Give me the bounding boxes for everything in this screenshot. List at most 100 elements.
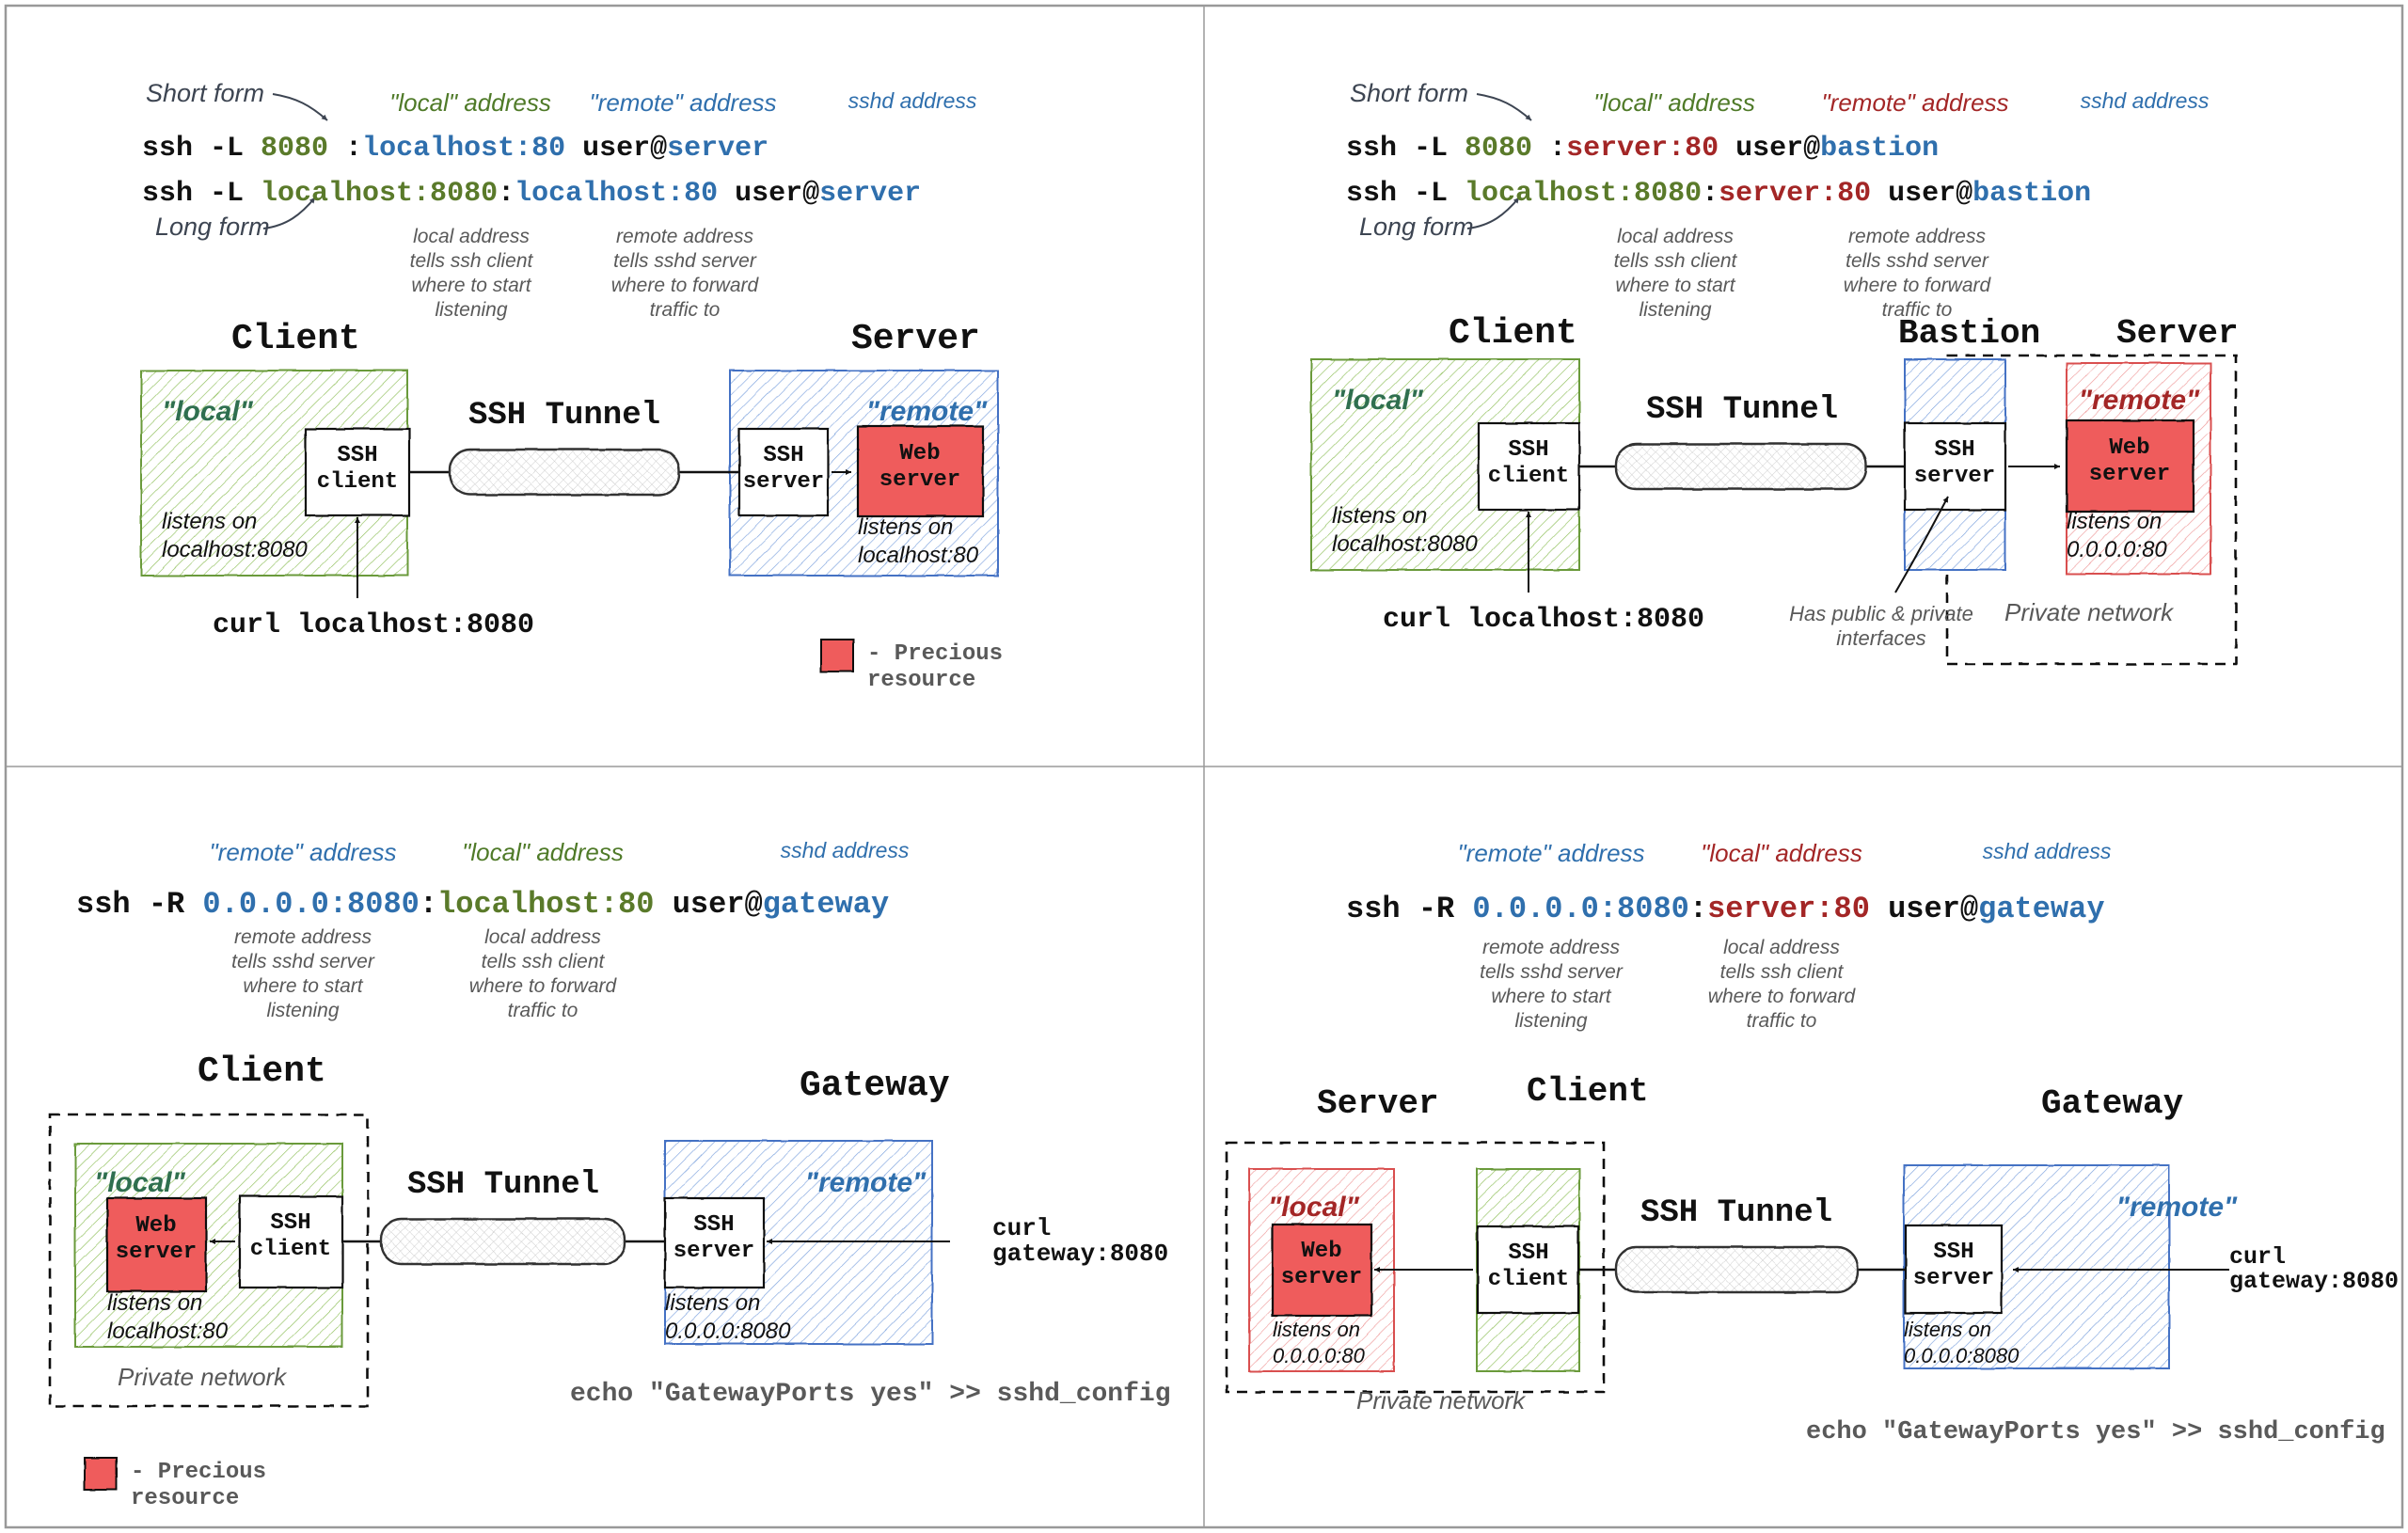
svg-text:ssh -R 0.0.0.0:8080:localhost:: ssh -R 0.0.0.0:8080:localhost:80 user@ga…: [76, 887, 889, 922]
svg-text:SSH: SSH: [763, 443, 803, 468]
svg-text:ssh -L localhost:8080:localhos: ssh -L localhost:8080:localhost:80 user@…: [142, 178, 921, 210]
svg-text:Web: Web: [135, 1213, 176, 1239]
svg-text:ssh -R 0.0.0.0:8080:server:80: ssh -R 0.0.0.0:8080:server:80 user@gatew…: [1346, 892, 2105, 926]
svg-text:remote address: remote address: [1848, 226, 1986, 247]
svg-text:Client: Client: [198, 1051, 326, 1092]
svg-text:SSH: SSH: [270, 1210, 310, 1236]
svg-text:tells sshd server: tells sshd server: [1480, 961, 1624, 983]
svg-text:listens on: listens on: [665, 1290, 760, 1316]
svg-text:tells sshd server: tells sshd server: [1846, 250, 1989, 272]
svg-text:localhost:80: localhost:80: [858, 543, 979, 568]
svg-text:Gateway: Gateway: [2041, 1084, 2183, 1123]
svg-text:Has public & private: Has public & private: [1789, 602, 1973, 625]
svg-text:tells ssh client: tells ssh client: [410, 250, 534, 272]
svg-text:tells ssh client: tells ssh client: [482, 951, 606, 972]
svg-text:listens on: listens on: [2067, 509, 2162, 534]
svg-text:"remote": "remote": [866, 396, 988, 427]
svg-text:server: server: [673, 1239, 754, 1264]
svg-text:server: server: [116, 1240, 197, 1265]
svg-text:0.0.0.0:80: 0.0.0.0:80: [1273, 1344, 1366, 1367]
svg-text:where to start: where to start: [1491, 986, 1611, 1007]
svg-text:tells sshd server: tells sshd server: [613, 250, 757, 272]
svg-text:listens on: listens on: [1904, 1318, 1991, 1341]
svg-text:listens on: listens on: [107, 1290, 202, 1316]
svg-text:sshd address: sshd address: [848, 88, 977, 113]
svg-text:local address: local address: [1723, 937, 1840, 958]
svg-text:server: server: [743, 469, 824, 495]
svg-text:SSH: SSH: [337, 443, 377, 468]
svg-text:client: client: [250, 1237, 331, 1262]
svg-text:listening: listening: [435, 299, 507, 321]
svg-text:Client: Client: [1449, 313, 1577, 354]
svg-text:where to forward: where to forward: [1708, 986, 1857, 1007]
svg-text:echo "GatewayPorts yes" >> ssh: echo "GatewayPorts yes" >> sshd_config: [570, 1380, 1171, 1409]
svg-text:SSH: SSH: [1508, 1241, 1548, 1266]
svg-text:echo "GatewayPorts yes" >> ssh: echo "GatewayPorts yes" >> sshd_config: [1806, 1418, 2385, 1446]
svg-text:Web: Web: [1301, 1239, 1341, 1264]
svg-text:Client: Client: [231, 319, 360, 359]
svg-text:- Precious: - Precious: [131, 1460, 266, 1485]
svg-text:"remote": "remote": [805, 1167, 927, 1198]
svg-text:"remote": "remote": [2116, 1192, 2238, 1223]
svg-text:server: server: [1913, 1266, 1994, 1291]
svg-text:"remote" address: "remote" address: [589, 88, 776, 117]
svg-text:Server: Server: [1317, 1084, 1439, 1123]
svg-text:SSH: SSH: [1508, 437, 1548, 463]
svg-text:ssh -L 8080 :localhost:80: ssh -L 8080 :localhost:80 user@server: [142, 133, 768, 165]
svg-text:listens on: listens on: [858, 514, 953, 540]
svg-text:traffic to: traffic to: [1747, 1010, 1817, 1032]
svg-text:where to start: where to start: [1615, 275, 1735, 296]
svg-text:listening: listening: [266, 1000, 339, 1021]
svg-text:SSH Tunnel: SSH Tunnel: [1646, 392, 1838, 428]
svg-text:ssh -L 8080 :server:80 us: ssh -L 8080 :server:80 user@bastion: [1346, 133, 1939, 165]
svg-text:ssh -L localhost:8080:server:8: ssh -L localhost:8080:server:80 user@bas…: [1346, 178, 2091, 210]
svg-text:listens on: listens on: [162, 509, 257, 534]
svg-text:- Precious: - Precious: [867, 641, 1003, 667]
svg-text:Private network: Private network: [2004, 598, 2175, 626]
svg-text:traffic to: traffic to: [650, 299, 721, 321]
svg-text:remote address: remote address: [616, 226, 753, 247]
svg-text:remote address: remote address: [234, 926, 372, 948]
svg-text:Server: Server: [2116, 314, 2239, 353]
svg-text:Server: Server: [851, 319, 980, 359]
svg-text:Long form: Long form: [155, 213, 270, 241]
svg-text:curl: curl: [2229, 1243, 2286, 1271]
svg-text:Long form: Long form: [1359, 213, 1474, 241]
svg-text:Web: Web: [2109, 435, 2149, 461]
svg-text:local address: local address: [413, 226, 530, 247]
svg-text:client: client: [317, 469, 398, 495]
svg-text:resource: resource: [131, 1486, 239, 1511]
svg-text:where to start: where to start: [243, 975, 363, 997]
svg-text:remote address: remote address: [1482, 937, 1620, 958]
svg-text:curl localhost:8080: curl localhost:8080: [1383, 604, 1704, 636]
svg-text:curl: curl: [992, 1214, 1051, 1242]
svg-text:Private network: Private network: [118, 1363, 288, 1391]
svg-text:Short form: Short form: [1350, 79, 1468, 107]
svg-text:0.0.0.0:8080: 0.0.0.0:8080: [665, 1319, 791, 1344]
svg-text:sshd address: sshd address: [2081, 88, 2210, 113]
svg-text:Short form: Short form: [146, 79, 264, 107]
svg-text:SSH: SSH: [693, 1212, 734, 1238]
svg-text:0.0.0.0:8080: 0.0.0.0:8080: [1904, 1344, 2020, 1367]
svg-text:"local": "local": [162, 396, 254, 427]
svg-text:resource: resource: [867, 668, 975, 693]
svg-text:"remote": "remote": [2079, 385, 2200, 416]
svg-text:where to forward: where to forward: [1844, 275, 1992, 296]
svg-text:listening: listening: [1639, 299, 1711, 321]
svg-text:client: client: [1488, 464, 1569, 489]
svg-text:tells ssh client: tells ssh client: [1720, 961, 1845, 983]
svg-text:SSH: SSH: [1934, 437, 1974, 463]
svg-text:Gateway: Gateway: [800, 1066, 950, 1106]
svg-text:"remote" address: "remote" address: [1821, 88, 2008, 117]
svg-text:localhost:80: localhost:80: [107, 1319, 229, 1344]
svg-text:0.0.0.0:80: 0.0.0.0:80: [2067, 537, 2167, 562]
svg-text:tells ssh client: tells ssh client: [1614, 250, 1738, 272]
svg-text:"local": "local": [1332, 385, 1424, 416]
svg-text:SSH: SSH: [1933, 1240, 1973, 1265]
svg-text:server: server: [2089, 462, 2170, 487]
svg-text:Web: Web: [899, 441, 940, 466]
svg-text:local address: local address: [484, 926, 601, 948]
svg-text:interfaces: interfaces: [1836, 626, 1925, 650]
svg-text:client: client: [1488, 1267, 1569, 1292]
svg-text:listens on: listens on: [1273, 1318, 1360, 1341]
